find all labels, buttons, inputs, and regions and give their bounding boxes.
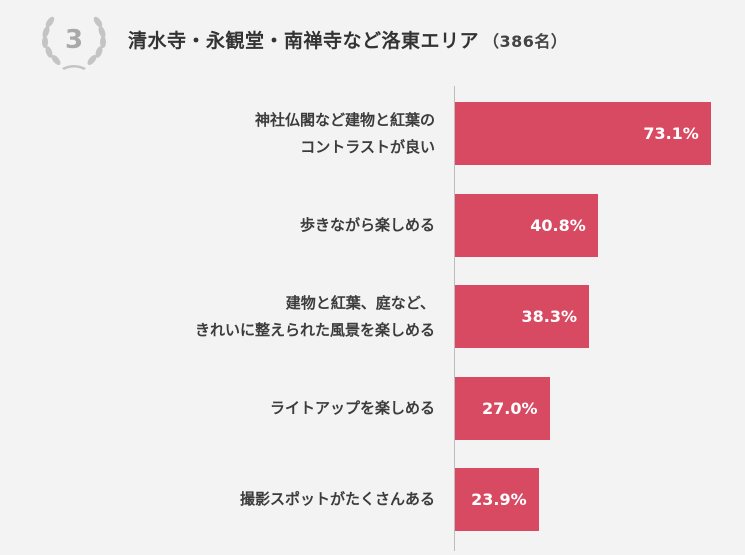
category-label: 建物と紅葉、庭など、 きれいに整えられた風景を楽しめる xyxy=(194,293,435,339)
chart-title-text: 清水寺・永観堂・南禅寺など洛東エリア xyxy=(128,30,480,52)
chart-title: 清水寺・永観堂・南禅寺など洛東エリア （386名） xyxy=(128,26,567,53)
bar-chart: 神社仏閣など建物と紅葉の コントラストが良い 73.1% 歩きながら楽しめる 40.8%… xyxy=(0,82,745,555)
bar-value-label: 23.9% xyxy=(471,490,527,509)
category-axis-line xyxy=(454,86,455,551)
respondent-count: （386名） xyxy=(483,32,568,51)
bar-row: 歩きながら楽しめる 40.8% xyxy=(0,193,745,257)
category-label: 神社仏閣など建物と紅葉の コントラストが良い xyxy=(254,110,435,156)
category-label: 撮影スポットがたくさんある xyxy=(239,490,435,508)
chart-header: 3 清水寺・永観堂・南禅寺など洛東エリア （386名） xyxy=(0,0,745,82)
rank-number: 3 xyxy=(64,25,84,55)
category-label: 歩きながら楽しめる xyxy=(299,215,435,234)
bar-row: 建物と紅葉、庭など、 きれいに整えられた風景を楽しめる 38.3% xyxy=(0,285,745,348)
bar-row: 神社仏閣など建物と紅葉の コントラストが良い 73.1% xyxy=(0,102,745,165)
bar: 40.8% xyxy=(455,193,598,257)
bar: 27.0% xyxy=(455,376,550,440)
bar-value-label: 38.3% xyxy=(521,307,578,326)
bar-row: ライトアップを楽しめる 27.0% xyxy=(0,376,745,440)
bar: 23.9% xyxy=(455,468,539,531)
bar-value-label: 73.1% xyxy=(643,124,699,143)
laurel-wreath-icon xyxy=(42,16,106,70)
bar-row: 撮影スポットがたくさんある 23.9% xyxy=(0,468,745,531)
bar-value-label: 27.0% xyxy=(481,398,538,418)
bar: 38.3% xyxy=(455,285,590,348)
bar-value-label: 40.8% xyxy=(530,215,586,235)
bar: 73.1% xyxy=(455,102,711,165)
category-label: ライトアップを楽しめる xyxy=(269,398,435,417)
